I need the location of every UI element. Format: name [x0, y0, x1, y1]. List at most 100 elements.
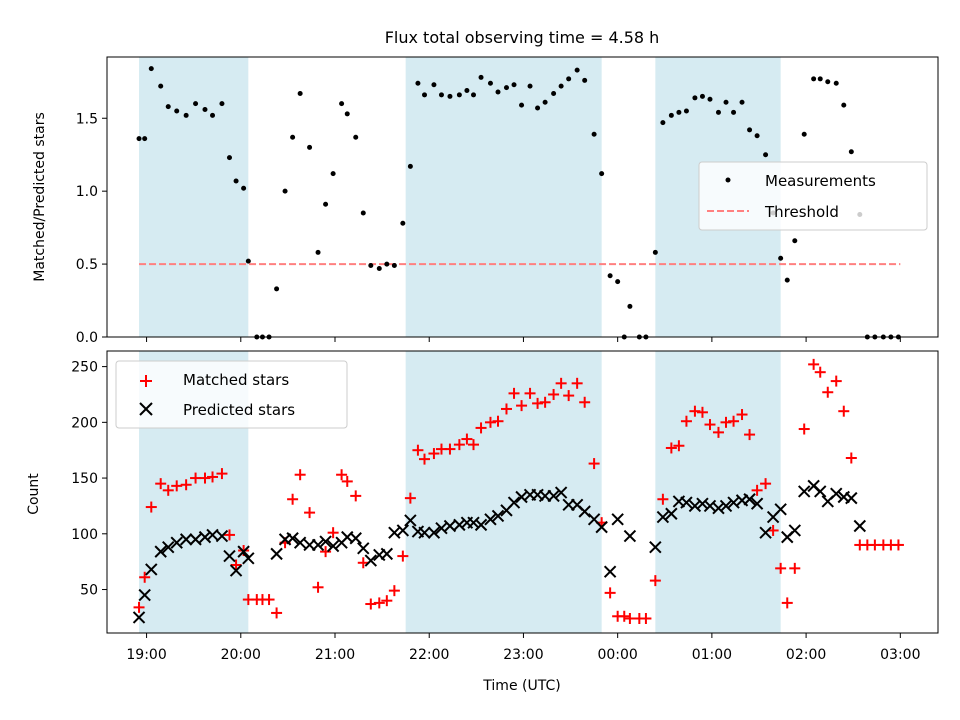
matched-stars-point	[516, 400, 528, 412]
x-stroke	[484, 513, 497, 526]
x-stroke	[587, 513, 601, 526]
matched-stars-point	[563, 390, 575, 402]
matched-stars-point	[373, 597, 385, 609]
x-stroke	[743, 493, 756, 506]
measurement-point	[683, 108, 689, 114]
x-stroke	[435, 522, 448, 535]
x-stroke	[570, 498, 584, 512]
measurement-point	[607, 273, 613, 279]
measurement-point	[360, 210, 366, 216]
bottom-y-tick-label: 150	[71, 471, 98, 487]
measurement-point	[582, 77, 588, 83]
measurement-point	[245, 258, 251, 264]
x-stroke	[578, 505, 591, 518]
x-stroke	[349, 532, 362, 545]
legend-measurements-label: Measurements	[765, 172, 876, 190]
x-stroke	[138, 588, 151, 602]
x-stroke	[595, 520, 608, 534]
predicted-stars-point	[396, 524, 410, 537]
measurement-point	[692, 95, 698, 101]
x-stroke	[179, 533, 193, 546]
measurement-point	[174, 108, 180, 114]
x-stroke	[623, 529, 637, 543]
measurement-point	[699, 93, 705, 99]
measurement-point	[464, 88, 470, 94]
predicted-stars-point	[229, 564, 243, 577]
matched-stars-point	[548, 388, 560, 400]
x-tick-label: 02:00	[786, 647, 826, 663]
predicted-stars-point	[484, 513, 497, 526]
matched-stars-point	[665, 442, 677, 454]
x-tick-label: 21:00	[315, 647, 355, 663]
x-stroke	[364, 554, 378, 567]
x-stroke	[443, 519, 457, 533]
x-stroke	[388, 526, 401, 539]
x-stroke	[380, 547, 394, 561]
predicted-stars-point	[491, 509, 505, 523]
matched-stars-point	[320, 546, 332, 558]
measurement-point	[226, 155, 232, 161]
measurement-point	[848, 149, 854, 155]
matched-stars-point	[673, 440, 685, 452]
x-stroke	[719, 499, 733, 513]
predicted-stars-point	[696, 497, 709, 510]
predicted-stars-point	[404, 514, 417, 527]
matched-stars-point	[751, 484, 763, 496]
x-stroke	[237, 545, 250, 558]
matched-stars-point	[579, 396, 591, 408]
matched-stars-point	[171, 480, 183, 492]
bottom-y-tick-label: 250	[71, 360, 98, 376]
predicted-stars-point	[547, 489, 560, 503]
legend-measurements-marker	[725, 177, 731, 183]
top-y-tick-label: 1.0	[76, 184, 98, 200]
measurement-point	[376, 265, 382, 271]
matched-stars-point	[814, 366, 826, 378]
matched-stars-point	[365, 598, 377, 610]
x-tick-label: 19:00	[126, 647, 166, 663]
predicted-stars-point	[759, 526, 772, 539]
matched-stars-point	[223, 529, 235, 541]
measurement-point	[627, 303, 633, 309]
measurement-point	[422, 92, 428, 98]
matched-stars-point	[341, 475, 353, 487]
measurement-point	[551, 90, 557, 96]
matched-stars-point	[492, 415, 504, 427]
measurement-point	[652, 249, 658, 255]
matched-stars-point	[428, 448, 440, 460]
matched-stars-point	[453, 439, 465, 451]
top-y-axis: 0.0 0.5 1.0 1.5	[76, 111, 107, 346]
top-data-marks	[136, 66, 901, 340]
matched-stars-point	[199, 472, 211, 484]
matched-stars-point	[571, 377, 583, 389]
matched-stars-point	[381, 595, 393, 607]
x-stroke	[807, 479, 820, 493]
matched-stars-point	[500, 403, 512, 415]
matched-stars-point	[230, 559, 242, 571]
measurement-point	[415, 80, 421, 86]
x-stroke	[198, 530, 212, 544]
predicted-stars-point	[286, 532, 299, 545]
predicted-stars-point	[319, 535, 332, 548]
matched-stars-point	[712, 426, 724, 438]
bottom-panel: 50 100 150 200 250 19:00 20:00 21:00 22:00 23:00…	[26, 350, 939, 694]
x-stroke	[656, 510, 670, 524]
measurement-point	[282, 188, 288, 194]
measurement-point	[487, 80, 493, 86]
x-stroke	[774, 503, 787, 516]
measurement-point	[778, 255, 784, 261]
measurement-point	[368, 263, 374, 269]
measurement-point	[723, 99, 729, 105]
measurement-point	[478, 74, 484, 80]
x-stroke	[319, 535, 332, 548]
predicted-stars-point	[603, 565, 617, 578]
matched-stars-point	[133, 601, 145, 613]
x-stroke	[154, 545, 167, 558]
predicted-stars-point	[311, 538, 325, 552]
measurement-point	[519, 102, 525, 108]
x-stroke	[750, 497, 764, 510]
x-tick-label: 00:00	[597, 647, 637, 663]
predicted-stars-point	[223, 549, 236, 563]
x-stroke	[293, 536, 307, 549]
x-stroke	[603, 565, 617, 578]
matched-stars-point	[139, 571, 151, 583]
